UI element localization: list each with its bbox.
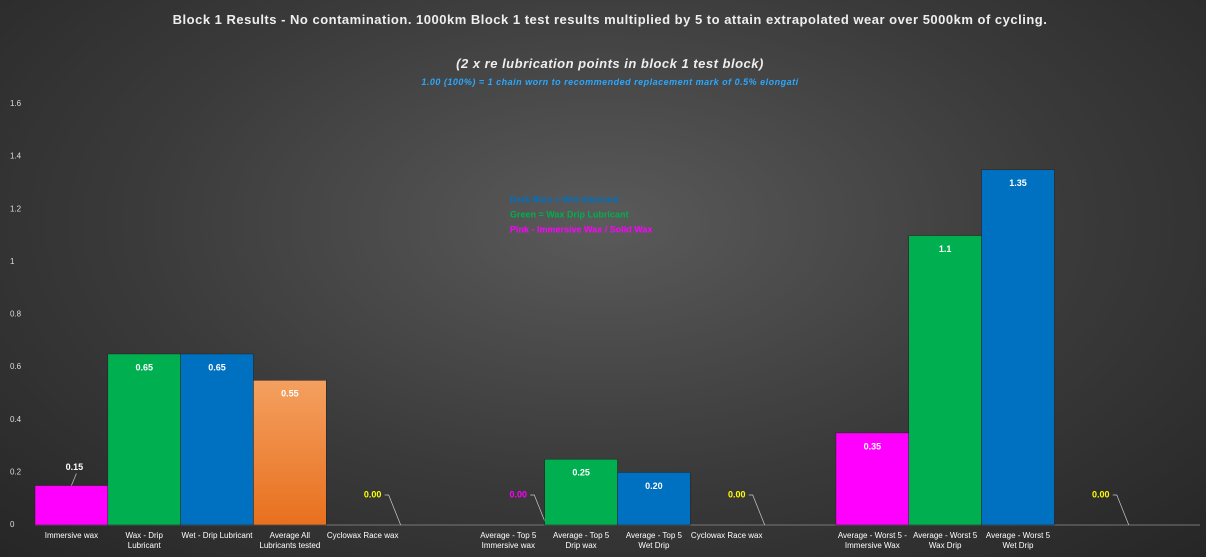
y-tick-label: 1 (10, 257, 15, 266)
bar (34, 485, 109, 526)
data-label: 0.15 (66, 462, 84, 472)
data-label: 0.35 (864, 441, 882, 451)
y-tick-label: 0 (10, 520, 15, 529)
x-tick-label: Wet - Drip Lubricant (181, 531, 253, 540)
y-tick-label: 1.6 (10, 99, 22, 108)
y-tick-label: 1.2 (10, 204, 22, 213)
data-label: 0.00 (728, 489, 746, 499)
leader-line (1112, 494, 1130, 526)
x-tick-label: Average - Worst 5 - Immersive Wax (837, 531, 907, 550)
x-tick-label: Wax - Drip Lubricant (125, 531, 163, 550)
data-label: 0.55 (281, 389, 299, 399)
note: 1.00 (100%) = 1 chain worn to recommende… (421, 77, 799, 87)
data-label: 0.65 (208, 362, 226, 372)
data-label: 0.00 (364, 489, 382, 499)
bar (617, 472, 691, 526)
bar (107, 353, 181, 526)
y-tick-label: 0.2 (10, 467, 22, 476)
x-tick-label: Average - Top 5 Drip wax (553, 531, 610, 550)
y-tick-label: 0.8 (10, 310, 22, 319)
data-label: 0.65 (135, 362, 153, 372)
leader-line (530, 494, 547, 526)
bar (544, 458, 618, 526)
leader-line (384, 494, 401, 526)
y-tick-label: 0.4 (10, 415, 22, 424)
subtitle: (2 x re lubrication points in block 1 te… (456, 56, 764, 71)
bar (253, 380, 327, 526)
data-label: 0.20 (645, 481, 663, 491)
data-label: 1.35 (1009, 178, 1027, 188)
bar (835, 432, 909, 526)
data-label: 0.00 (510, 489, 528, 499)
x-tick-label: Average - Worst 5 Wet Drip (985, 531, 1051, 550)
bar (180, 353, 254, 526)
data-label: 1.1 (939, 244, 952, 254)
x-tick-label: Immersive wax (44, 531, 99, 540)
x-tick-label: Average - Top 5 Immersive wax (480, 531, 537, 550)
x-tick-label: Cyclowax Race wax (326, 531, 399, 540)
chart-title: Block 1 Results - No contamination. 1000… (172, 12, 1048, 27)
x-tick-label: Cyclowax Race wax (690, 531, 763, 540)
legend-note: Pink - Immersive Wax / Solid Wax (510, 224, 652, 234)
legend-note: Green = Wax Drip Lubricant (510, 209, 628, 219)
y-tick-label: 0.6 (10, 362, 22, 371)
x-tick-label: Average - Worst 5 Wax Drip (913, 531, 978, 550)
y-tick-label: 1.4 (10, 152, 22, 161)
leader-line (748, 494, 766, 526)
data-label: 0.00 (1092, 489, 1110, 499)
bar (981, 169, 1055, 526)
legend-note: Dark Blue = Wet lubricant (510, 194, 619, 204)
leader-line (71, 473, 77, 486)
bar (908, 235, 982, 526)
x-tick-label: Average All Lubricants tested (259, 531, 321, 550)
x-tick-label: Average - Top 5 Wet Drip (625, 531, 682, 550)
data-label: 0.25 (572, 468, 590, 478)
